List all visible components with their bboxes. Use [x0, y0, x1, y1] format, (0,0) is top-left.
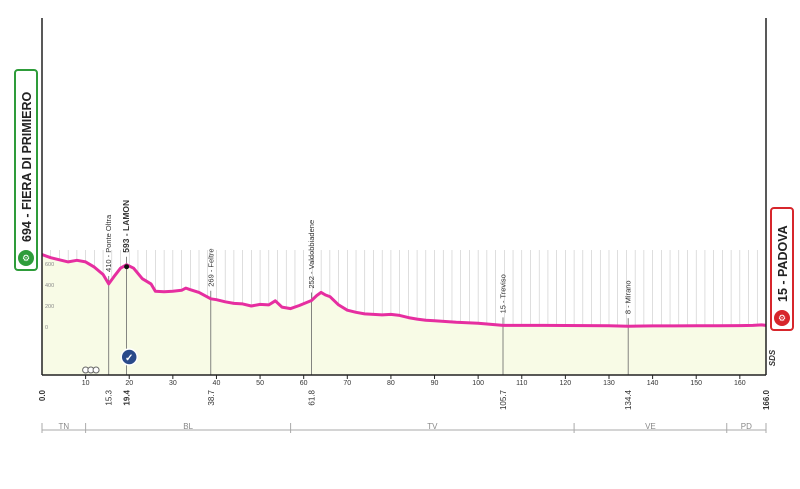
km-label: 61.8 [308, 389, 317, 405]
x-ticks: 10 20 30 40 50 60 70 80 90 100 110 120 130 140 150 160 [82, 375, 746, 387]
province-code: TN [58, 422, 69, 431]
x-tick-label: 60 [300, 380, 308, 387]
poi-label: 252 - Valdobbiadene [307, 220, 316, 289]
x-tick-label: 20 [125, 380, 133, 387]
finish-cyclist-icon [774, 310, 790, 326]
poi-label: 410 - Ponte Oltra [104, 214, 113, 272]
poi-label: 8 - Mirano [624, 280, 633, 314]
x-tick-label: 70 [343, 380, 351, 387]
km-label: 166.0 [762, 389, 771, 410]
elevation-area [42, 254, 766, 375]
province-code: BL [183, 422, 193, 431]
x-tick-label: 140 [647, 380, 659, 387]
km-label: 105.7 [499, 389, 508, 410]
x-tick-label: 160 [734, 380, 746, 387]
start-finish-badges: 694 - FIERA DI PRIMIERO ⚙ 15 - PADOVA ⚙ [14, 69, 794, 331]
poi-label: 269 - Feltre [206, 248, 215, 286]
start-badge [14, 69, 38, 271]
province-code: PD [741, 422, 752, 431]
x-tick-label: 100 [472, 380, 484, 387]
km-labels: 0.0 15.3 19.4 38.7 61.8 105.7 134.4 166.0 [38, 389, 771, 410]
x-tick-label: 120 [560, 380, 572, 387]
province-code: VE [645, 422, 656, 431]
x-tick-label: 90 [431, 380, 439, 387]
y-tick-label: 200 [45, 304, 54, 310]
x-tick-label: 30 [169, 380, 177, 387]
province-code: TV [427, 422, 438, 431]
start-cyclist-icon [18, 250, 34, 266]
finish-label: 15 - PADOVA [776, 225, 790, 302]
finish-icon-glyph: ⚙ [778, 313, 786, 323]
start-label: 694 - FIERA DI PRIMIERO [20, 91, 34, 242]
x-tick-label: 50 [256, 380, 264, 387]
circle-marker-icon [92, 366, 100, 374]
poi-label: 593 - LAMON [121, 200, 131, 253]
km-label: 38.7 [207, 389, 216, 405]
province-bar: TN BL TV VE PD [41, 422, 767, 433]
km-label: 134.4 [624, 389, 633, 410]
y-ticks: 0 200 400 600 [45, 262, 54, 331]
x-tick-label: 130 [603, 380, 615, 387]
y-tick-label: 0 [45, 325, 48, 331]
x-tick-label: 150 [690, 380, 702, 387]
km-label: 19.4 [123, 389, 132, 405]
poi-label: 15 - Treviso [499, 274, 508, 313]
km-label: 0.0 [38, 389, 47, 401]
poi-labels: 410 - Ponte Oltra 593 - LAMON 269 - Feltre… [104, 200, 632, 314]
x-tick-label: 80 [387, 380, 395, 387]
brand-logo: SDS [768, 349, 777, 366]
finish-badge [770, 207, 794, 331]
x-tick-label: 40 [213, 380, 221, 387]
axes [41, 18, 767, 376]
y-tick-label: 600 [45, 262, 54, 268]
chart-markers: ✓ SDS [82, 348, 777, 374]
x-tick-label: 10 [82, 380, 90, 387]
start-icon-glyph: ⚙ [22, 253, 30, 263]
sprint-dot [124, 264, 130, 270]
y-tick-label: 400 [45, 283, 54, 289]
feed-zone-glyph: ✓ [125, 353, 133, 364]
x-tick-label: 110 [516, 380, 527, 387]
feed-zone-icon [120, 348, 138, 366]
km-label: 15.3 [105, 389, 114, 405]
